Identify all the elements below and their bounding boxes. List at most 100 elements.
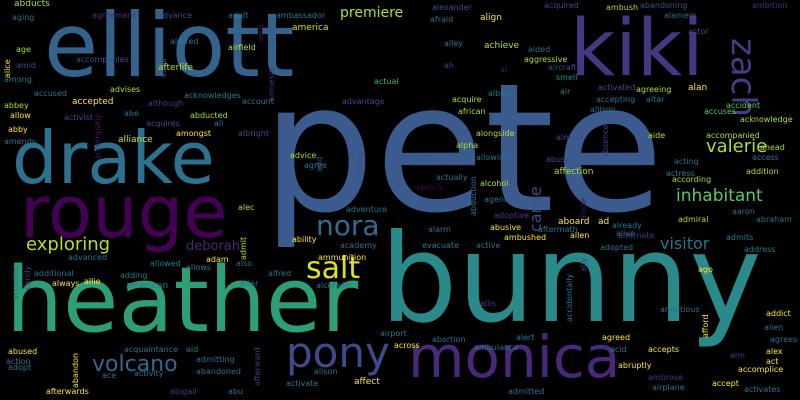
word-alpha: alpha bbox=[456, 141, 479, 150]
word-air: air bbox=[560, 87, 571, 96]
word-airplane: airplane bbox=[652, 383, 685, 392]
word-ali: ali bbox=[214, 119, 224, 128]
word-al: al bbox=[500, 65, 508, 74]
word-ambrose: ambrose bbox=[648, 373, 683, 382]
word-afford: afford bbox=[701, 314, 710, 338]
word-address: address bbox=[744, 245, 776, 254]
word-smell: smell bbox=[556, 73, 578, 82]
word-alternate: alternate bbox=[618, 231, 655, 240]
word-advice: advice bbox=[290, 151, 317, 160]
word-agreed: agreed bbox=[602, 333, 631, 342]
word-action: action bbox=[6, 357, 31, 366]
word-allows: allows bbox=[186, 263, 211, 272]
word-ambitious: ambitious bbox=[660, 305, 700, 314]
word-abducts: abducts bbox=[14, 0, 50, 9]
word-abuse: abuse bbox=[546, 155, 571, 164]
word-admit: admit bbox=[239, 236, 248, 260]
word-abandon: abandon bbox=[71, 353, 80, 388]
word-across: across bbox=[394, 341, 420, 350]
word-amends: amends bbox=[4, 137, 36, 146]
word-monica: monica bbox=[408, 323, 621, 391]
word-ambush: ambush bbox=[606, 3, 639, 12]
word-accomplice: accomplice bbox=[738, 365, 784, 374]
word-aaron: aaron bbox=[732, 207, 755, 216]
word-admiral: admiral bbox=[678, 215, 709, 224]
word-allison: allison bbox=[590, 105, 616, 114]
word-aim: aim bbox=[730, 351, 745, 360]
word-alley: alley bbox=[444, 39, 464, 48]
word-agreeing: agreeing bbox=[636, 85, 672, 94]
word-aftermath: aftermath bbox=[538, 225, 578, 234]
word-ally: ally bbox=[579, 257, 588, 272]
word-valerie: valerie bbox=[706, 136, 768, 157]
word-heather: heather bbox=[6, 248, 359, 353]
word-activates: activates bbox=[744, 385, 781, 394]
word-accompanied: accompanied bbox=[706, 131, 760, 140]
word-activated: activated bbox=[598, 83, 636, 92]
word-adopted: adopted bbox=[600, 243, 634, 252]
word-age: age bbox=[16, 45, 31, 54]
word-accidentally: accidentally bbox=[565, 273, 574, 322]
word-alter: alter bbox=[240, 279, 259, 288]
word-abu: abu bbox=[228, 387, 244, 396]
word-alcohol: alcohol bbox=[480, 179, 509, 188]
word-accepted: accepted bbox=[72, 97, 114, 107]
word-abandoning: abandoning bbox=[640, 1, 688, 10]
word-abruptly: abruptly bbox=[618, 361, 652, 370]
word-activity: activity bbox=[134, 369, 164, 378]
word-adding: adding bbox=[120, 271, 148, 280]
word-afraid: afraid bbox=[430, 15, 454, 24]
word-agreement: agreement bbox=[92, 11, 136, 20]
word-acknowledges: acknowledges bbox=[184, 91, 241, 100]
word-premiere: premiere bbox=[340, 5, 404, 21]
word-account: account bbox=[242, 97, 274, 106]
word-alec: alec bbox=[238, 203, 255, 212]
word-rouge: rouge bbox=[20, 170, 228, 254]
word-aid: aid bbox=[186, 345, 199, 354]
word-alamein: alamein bbox=[664, 11, 697, 20]
word-abraham: abraham bbox=[756, 215, 792, 224]
word-activate: activate bbox=[286, 379, 319, 388]
word-ammunition: ammunition bbox=[318, 253, 367, 262]
word-agency: agency bbox=[414, 183, 444, 192]
word-advises: advises bbox=[110, 85, 141, 94]
word-deborah: deborah bbox=[186, 239, 241, 254]
word-activist: activist bbox=[64, 113, 93, 122]
word-nora: nora bbox=[316, 209, 380, 242]
word-access: access bbox=[752, 153, 779, 162]
word-acquires: acquires bbox=[146, 119, 180, 128]
word-absence: absence bbox=[601, 124, 610, 158]
word-alexander: alexander bbox=[432, 3, 472, 12]
word-ah: ah bbox=[444, 61, 454, 70]
word-alcoholic: alcoholic bbox=[316, 281, 352, 290]
word-african: african bbox=[458, 107, 486, 116]
word-although: although bbox=[148, 99, 184, 108]
word-accepts: accepts bbox=[648, 345, 680, 354]
word-according: according bbox=[672, 175, 712, 184]
word-america: america bbox=[292, 23, 329, 33]
word-alien: alien bbox=[764, 323, 784, 332]
word-aboard: aboard bbox=[558, 217, 590, 227]
word-ability: ability bbox=[292, 235, 317, 244]
word-achieve: achieve bbox=[484, 41, 520, 51]
word-aging: aging bbox=[12, 13, 35, 22]
word-already: already bbox=[612, 221, 642, 230]
word-almost: almost bbox=[556, 133, 584, 142]
word-aide: aide bbox=[648, 131, 666, 140]
word-aang: aang bbox=[257, 24, 265, 42]
word-accompany: accompany bbox=[93, 113, 102, 160]
word-allen: allen bbox=[570, 231, 590, 240]
word-academy: academy bbox=[340, 241, 377, 250]
word-additional: additional bbox=[34, 269, 74, 278]
word-actual: actual bbox=[374, 77, 399, 86]
word-elliott: elliott bbox=[44, 0, 295, 97]
word-advance: advance bbox=[158, 11, 193, 20]
word-accused: accused bbox=[34, 89, 67, 98]
word-abe: abe bbox=[124, 109, 139, 118]
word-inhabitant: inhabitant bbox=[676, 186, 763, 206]
word-alert: alert bbox=[516, 333, 535, 342]
word-alerted: alerted bbox=[170, 37, 199, 46]
word-accuses: accuses bbox=[704, 107, 737, 116]
word-abandoned: abandoned bbox=[196, 367, 241, 376]
word-allow: allow bbox=[10, 111, 31, 120]
